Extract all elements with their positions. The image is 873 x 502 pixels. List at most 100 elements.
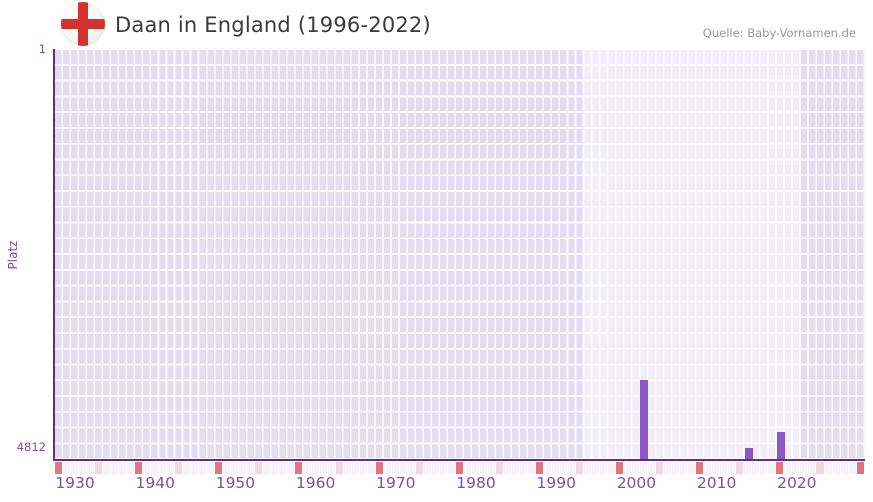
strip-cell-1964 — [343, 462, 352, 474]
strip-cell-1957 — [287, 462, 296, 474]
strip-cell-1987 — [527, 462, 536, 474]
strip-cell-1935 — [111, 462, 120, 474]
strip-cell-1973 — [415, 462, 424, 474]
strip-cell-2017 — [768, 462, 777, 474]
strip-cell-2026 — [840, 462, 849, 474]
strip-cell-1940 — [151, 462, 160, 474]
strip-cell-1930 — [71, 462, 80, 474]
x-tick-1990: 1990 — [536, 474, 576, 492]
x-axis-line — [53, 459, 865, 461]
bar-2018[interactable] — [776, 432, 785, 460]
strip-cell-1977 — [447, 462, 456, 474]
strip-cell-2012 — [728, 462, 737, 474]
strip-cell-2028 — [856, 462, 865, 474]
strip-cell-1934 — [103, 462, 112, 474]
strip-cell-1998 — [616, 462, 625, 474]
strip-cell-1966 — [359, 462, 368, 474]
strip-cell-1949 — [223, 462, 232, 474]
strip-cell-1942 — [167, 462, 176, 474]
strip-cell-1937 — [127, 462, 136, 474]
strip-cell-1991 — [559, 462, 568, 474]
strip-cell-2016 — [760, 462, 769, 474]
strip-cell-1948 — [215, 462, 224, 474]
strip-cell-2010 — [712, 462, 721, 474]
strip-cell-2002 — [648, 462, 657, 474]
strip-cell-2022 — [808, 462, 817, 474]
strip-cell-2007 — [688, 462, 697, 474]
strip-cell-1992 — [568, 462, 577, 474]
strip-cell-1950 — [231, 462, 240, 474]
strip-cell-1954 — [263, 462, 272, 474]
strip-cell-2013 — [736, 462, 745, 474]
strip-cell-1995 — [592, 462, 601, 474]
strip-cell-2021 — [800, 462, 809, 474]
strip-cell-1996 — [600, 462, 609, 474]
strip-cell-1965 — [351, 462, 360, 474]
x-axis-ticks: 1930 1940 1950 1960 1970 1980 1990 2000 2010 2020 — [0, 474, 873, 494]
strip-cell-1938 — [135, 462, 144, 474]
strip-cell-2027 — [848, 462, 857, 474]
x-tick-1980: 1980 — [456, 474, 496, 492]
strip-cell-1974 — [423, 462, 432, 474]
strip-cell-1956 — [279, 462, 288, 474]
strip-cell-1971 — [399, 462, 408, 474]
y-tick-min: 1 — [38, 42, 46, 56]
strip-cell-1985 — [511, 462, 520, 474]
strip-cell-1929 — [63, 462, 72, 474]
x-tick-2020: 2020 — [777, 474, 817, 492]
strip-cell-2008 — [696, 462, 705, 474]
strip-cell-1939 — [143, 462, 152, 474]
strip-cell-1931 — [79, 462, 88, 474]
x-tick-1970: 1970 — [376, 474, 416, 492]
strip-cell-1947 — [207, 462, 216, 474]
strip-cell-1952 — [247, 462, 256, 474]
strip-cell-1976 — [439, 462, 448, 474]
strip-cell-2015 — [752, 462, 761, 474]
strip-cell-1983 — [495, 462, 504, 474]
strip-cell-1958 — [295, 462, 304, 474]
strip-cell-2005 — [672, 462, 681, 474]
strip-cell-1951 — [239, 462, 248, 474]
x-tick-1950: 1950 — [215, 474, 256, 492]
y-axis-label: Platz — [6, 240, 20, 270]
strip-cell-1997 — [608, 462, 617, 474]
x-tick-2010: 2010 — [696, 474, 737, 492]
strip-cell-1982 — [487, 462, 496, 474]
strip-cell-1963 — [335, 462, 344, 474]
strip-cell-1975 — [431, 462, 440, 474]
strip-cell-1961 — [319, 462, 328, 474]
strip-cell-2023 — [816, 462, 825, 474]
page-title: Daan in England (1996-2022) — [115, 13, 431, 37]
y-axis-line — [53, 49, 55, 461]
strip-cell-1986 — [519, 462, 528, 474]
bar-2014[interactable] — [744, 448, 753, 460]
england-flag-icon — [61, 2, 105, 46]
bar-2001[interactable] — [640, 379, 649, 460]
strip-cell-1928 — [55, 462, 64, 474]
strip-cell-1979 — [463, 462, 472, 474]
strip-cell-1953 — [255, 462, 264, 474]
strip-cell-1981 — [479, 462, 488, 474]
flag-cross-vertical — [78, 2, 88, 46]
source-credit: Quelle: Baby-Vornamen.de — [702, 26, 856, 40]
strip-cell-1999 — [624, 462, 633, 474]
strip-cell-1933 — [95, 462, 104, 474]
plot-area — [55, 50, 865, 460]
strip-cell-1946 — [199, 462, 208, 474]
strip-cell-1988 — [535, 462, 544, 474]
strip-cell-2024 — [824, 462, 833, 474]
strip-cell-1990 — [551, 462, 560, 474]
strip-cell-1972 — [407, 462, 416, 474]
strip-cell-2009 — [704, 462, 713, 474]
strip-cell-1970 — [391, 462, 400, 474]
x-tick-1940: 1940 — [135, 474, 175, 492]
strip-cell-2018 — [776, 462, 785, 474]
x-tick-2000: 2000 — [616, 474, 657, 492]
strip-cell-1960 — [311, 462, 320, 474]
strip-cell-2006 — [680, 462, 689, 474]
strip-cell-1959 — [303, 462, 312, 474]
strip-cell-1968 — [375, 462, 384, 474]
strip-cell-1969 — [383, 462, 392, 474]
strip-cell-1943 — [175, 462, 184, 474]
